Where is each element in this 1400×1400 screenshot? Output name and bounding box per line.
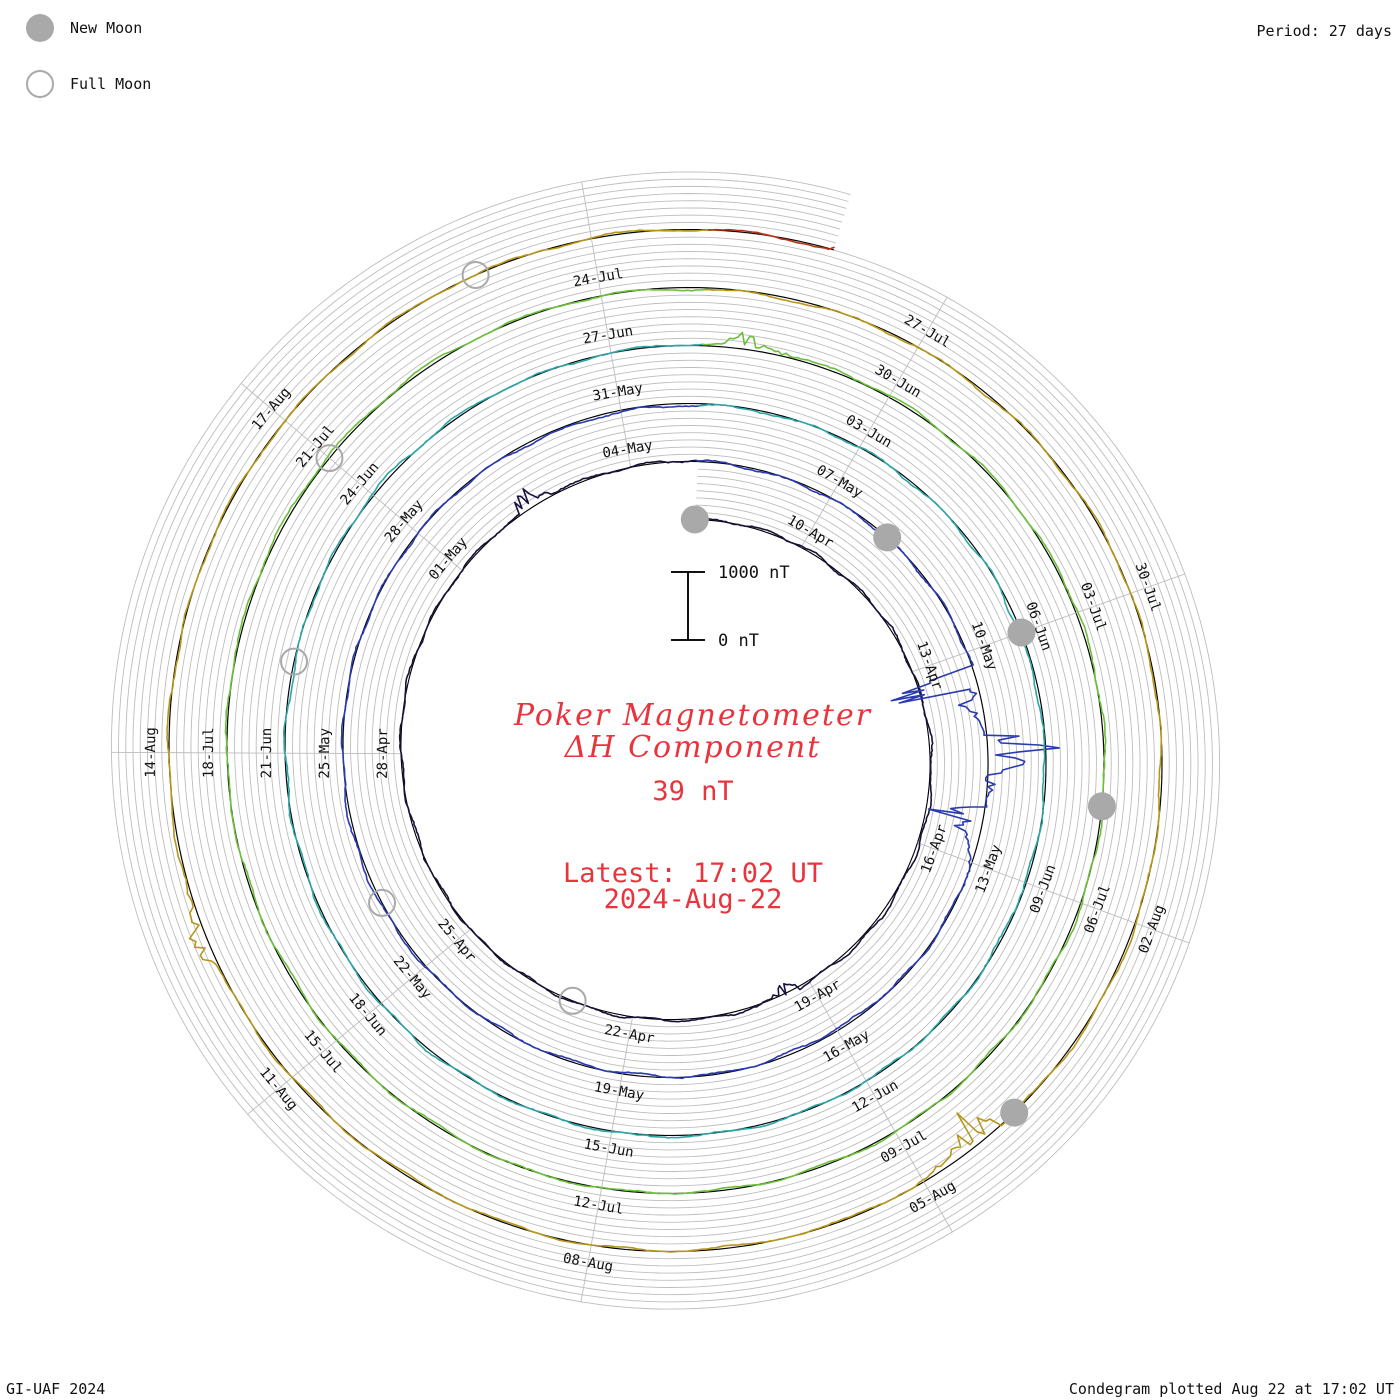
date-label: 27-Jul — [901, 312, 953, 351]
full-moon-marker — [315, 444, 344, 473]
date-spoke — [373, 495, 419, 534]
date-spoke — [590, 238, 602, 296]
date-spoke — [859, 396, 890, 448]
date-spoke — [620, 410, 632, 468]
date-label: 21-Jun — [259, 728, 275, 779]
date-spoke — [621, 1016, 634, 1074]
date-label: 19-Apr — [792, 977, 844, 1016]
date-spoke — [417, 532, 463, 571]
dh-series-ring-1 — [398, 459, 934, 1023]
date-spoke — [894, 1131, 925, 1183]
legend-full-moon-label: Full Moon — [70, 75, 152, 93]
new-moon-marker — [1007, 618, 1036, 647]
date-spoke — [917, 296, 948, 348]
chart-title: Poker Magnetometer — [513, 698, 873, 733]
date-spoke — [610, 352, 622, 411]
date-label: 16-May — [821, 1027, 873, 1066]
date-label: 05-Aug — [907, 1178, 959, 1217]
date-spoke — [888, 346, 919, 398]
date-spoke — [1134, 922, 1190, 944]
dh-series-ring-2 — [340, 404, 1060, 1080]
dh-series-ring-6 — [708, 228, 835, 251]
date-label: 28-Apr — [375, 728, 391, 779]
date-spoke — [329, 457, 374, 496]
date-label: 31-May — [592, 380, 645, 404]
date-spoke — [971, 862, 1027, 884]
date-spoke — [1075, 592, 1131, 614]
date-spoke — [247, 1077, 293, 1115]
date-spoke — [590, 1187, 603, 1246]
date-label: 24-Jul — [572, 266, 625, 290]
full-moon-marker — [368, 888, 397, 917]
date-label: 30-Jun — [872, 362, 924, 401]
latest-time: Latest: 17:02 UT — [562, 858, 824, 889]
new-moon-icon — [26, 14, 54, 42]
date-spoke — [291, 1040, 337, 1078]
date-spoke — [581, 181, 592, 239]
date-spoke — [865, 1080, 896, 1132]
legend-new-moon: New Moon — [26, 14, 142, 42]
date-spoke — [336, 1003, 382, 1041]
date-label: 25-May — [317, 728, 333, 779]
footer-credit: GI-UAF 2024 — [6, 1380, 106, 1398]
date-spoke — [923, 1181, 953, 1233]
date-spoke — [808, 980, 838, 1032]
legend-new-moon-label: New Moon — [70, 19, 143, 37]
date-spoke — [284, 420, 330, 459]
period-label: Period: 27 days — [1256, 22, 1392, 40]
legend-full-moon: Full Moon — [26, 70, 151, 98]
date-label: 07-May — [814, 462, 866, 501]
date-spoke — [240, 382, 286, 421]
date-label: 04-May — [601, 437, 654, 461]
chart-subtitle: ΔH Component — [564, 730, 822, 765]
date-spoke — [829, 447, 860, 498]
date-label: 03-Jun — [843, 412, 895, 451]
date-spoke — [1080, 902, 1136, 924]
new-moon-marker — [1000, 1098, 1029, 1127]
date-spoke — [600, 295, 612, 354]
date-label: 18-Jul — [201, 727, 217, 778]
dh-series-ring-5 — [166, 228, 1163, 1253]
latest-date: 2024-Aug-22 — [603, 884, 783, 915]
full-moon-marker — [461, 261, 490, 290]
date-spoke — [1130, 573, 1186, 594]
new-moon-marker — [873, 523, 902, 552]
dh-series-ring-3 — [282, 343, 1046, 1139]
date-spoke — [912, 651, 967, 673]
date-spoke — [380, 965, 427, 1004]
full-moon-marker — [280, 647, 309, 676]
date-label: 27-Jun — [582, 323, 635, 347]
date-spoke — [837, 1030, 867, 1082]
date-label: 14-Aug — [143, 727, 159, 778]
date-spoke — [425, 928, 471, 967]
date-spoke — [611, 1073, 623, 1132]
new-moon-marker — [1087, 792, 1116, 821]
date-spoke — [601, 1130, 613, 1189]
date-spoke — [1026, 882, 1081, 904]
new-moon-marker — [680, 505, 709, 534]
full-moon-marker — [558, 986, 587, 1015]
date-label: 10-Apr — [784, 512, 836, 551]
footer-plotted: Condegram plotted Aug 22 at 17:02 UT — [1068, 1380, 1394, 1398]
date-spoke — [917, 842, 973, 864]
scale-bottom-label: 0 nT — [718, 631, 759, 651]
date-spoke — [800, 497, 831, 548]
date-label: 09-Jul — [878, 1128, 930, 1167]
dh-series-ring-4 — [224, 288, 1107, 1195]
full-moon-icon — [26, 70, 54, 98]
current-value: 39 nT — [652, 776, 734, 807]
date-spoke — [580, 1245, 592, 1303]
date-label: 12-Jun — [849, 1077, 901, 1116]
scale-top-label: 1000 nT — [718, 563, 790, 583]
